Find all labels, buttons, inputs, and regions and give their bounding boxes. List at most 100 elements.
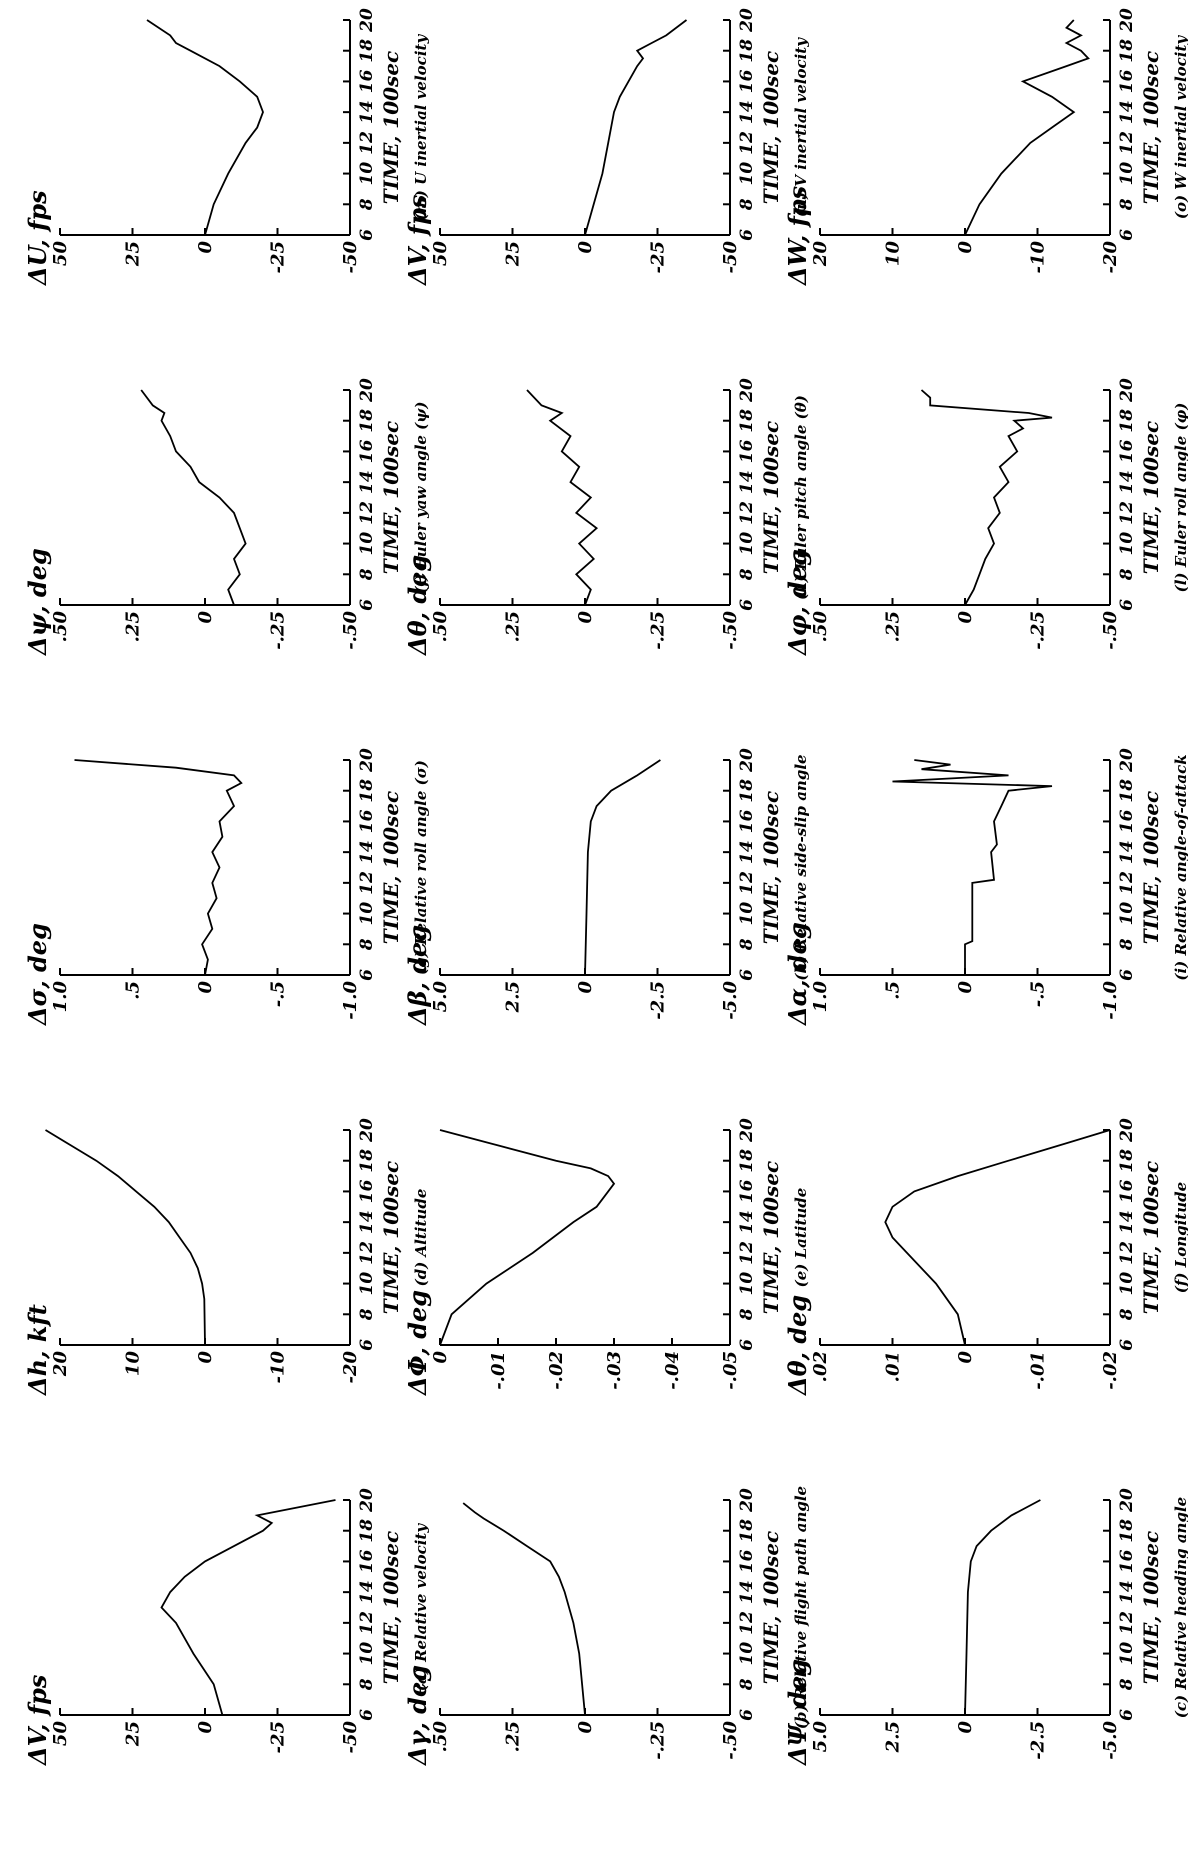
y-axis-title: Δh, kft — [23, 1304, 52, 1396]
y-tick-label: .50 — [430, 1721, 451, 1753]
x-tick-label: 6 — [357, 599, 377, 611]
y-tick-label: -.50 — [720, 1721, 741, 1760]
x-tick-label: 8 — [737, 568, 757, 581]
x-tick-label: 10 — [357, 162, 377, 186]
y-tick-label: -50 — [340, 241, 361, 274]
series-line-n-0 — [584, 19, 688, 236]
x-tick-label: 12 — [357, 1611, 377, 1635]
x-tick-label: 18 — [737, 39, 757, 63]
x-tick-label: 8 — [357, 1678, 377, 1691]
series-line-a-0 — [160, 1499, 336, 1716]
x-tick-label: 8 — [1117, 1678, 1137, 1691]
y-tick-label: -25 — [268, 1721, 289, 1754]
y-tick-label: 50 — [50, 1721, 71, 1747]
x-tick-label: 8 — [1117, 938, 1137, 951]
panel-caption: (m) U inertial velocity — [412, 34, 430, 221]
chart-panel-b: .50 .25 0 -.25 -.506 8 10 12 14 16 18 20 Δγ, deg TIME… — [403, 1486, 810, 1766]
y-axis-title: Δβ, deg — [403, 925, 432, 1026]
x-tick-label: 12 — [737, 131, 757, 155]
y-tick-label: 0 — [575, 611, 596, 624]
panel-caption: (c) Relative heading angle — [1172, 1497, 1188, 1718]
x-tick-label: 8 — [1117, 198, 1137, 211]
x-tick-label: 14 — [737, 470, 757, 494]
series-line-m-0 — [146, 19, 264, 236]
x-tick-label: 20 — [1117, 1118, 1137, 1143]
x-tick-label: 14 — [737, 840, 757, 864]
chart-panel-l: .50 .25 0 -.25 -.506 8 10 12 14 16 18 20 Δφ, deg TIME… — [783, 378, 1188, 656]
x-tick-label: 14 — [357, 470, 377, 494]
x-tick-label: 18 — [737, 779, 757, 803]
series-line-d-0 — [45, 1129, 206, 1346]
y-tick-label: -.5 — [1028, 981, 1049, 1007]
y-tick-label: 0 — [430, 1351, 451, 1364]
panel-caption: (o) W inertial velocity — [1172, 35, 1188, 220]
chart-panel-m: 50 25 0 -25 -506 8 10 12 14 16 18 20 ΔU, fps TIME, 10… — [23, 8, 430, 286]
y-tick-label: -.02 — [546, 1351, 567, 1390]
x-axis-title: TIME, 100sec — [379, 791, 403, 944]
series-line-o-0 — [964, 19, 1090, 236]
y-tick-label: .50 — [50, 611, 71, 643]
y-axis-title: Δψ, deg — [23, 548, 52, 656]
x-tick-label: 8 — [357, 198, 377, 211]
chart-panel-n: 50 25 0 -25 -506 8 10 12 14 16 18 20 ΔV, fps TIME, 10… — [403, 8, 810, 286]
y-tick-label: -1.0 — [340, 981, 361, 1020]
y-axis-title: Δφ, deg — [783, 549, 812, 656]
x-tick-label: 6 — [737, 969, 757, 981]
x-tick-label: 18 — [357, 409, 377, 433]
x-axis-title: TIME, 100sec — [759, 1161, 783, 1314]
x-tick-label: 14 — [1117, 1580, 1137, 1604]
y-tick-label: -25 — [268, 241, 289, 274]
y-tick-label: -20 — [1100, 241, 1121, 274]
x-tick-label: 14 — [1117, 1210, 1137, 1234]
y-axis-title: ΔV, fps — [23, 1674, 52, 1766]
x-tick-label: 6 — [357, 969, 377, 981]
y-tick-label: -50 — [720, 241, 741, 274]
y-tick-label: -5.0 — [720, 981, 741, 1020]
panel-caption: (h) Relative side-slip angle — [792, 754, 810, 980]
x-tick-label: 10 — [357, 902, 377, 926]
x-tick-label: 18 — [737, 409, 757, 433]
y-tick-label: .01 — [883, 1351, 904, 1382]
x-tick-label: 8 — [1117, 1308, 1137, 1321]
y-tick-label: -20 — [340, 1351, 361, 1384]
x-tick-label: 10 — [1117, 1272, 1137, 1296]
x-tick-label: 16 — [357, 1179, 377, 1203]
x-axis-title: TIME, 100sec — [379, 1531, 403, 1684]
y-axis-title: ΔΦ, deg — [403, 1290, 432, 1396]
x-tick-label: 8 — [737, 938, 757, 951]
x-tick-label: 10 — [1117, 1642, 1137, 1666]
x-tick-label: 10 — [1117, 162, 1137, 186]
y-tick-label: 0 — [955, 611, 976, 624]
y-tick-label: -50 — [340, 1721, 361, 1754]
y-axis-title: Δσ, deg — [23, 923, 52, 1026]
y-tick-label: 0 — [195, 611, 216, 624]
y-tick-label: -.25 — [1028, 611, 1049, 650]
x-axis-title: TIME, 100sec — [759, 1531, 783, 1684]
y-tick-label: .50 — [430, 611, 451, 643]
x-tick-label: 14 — [1117, 100, 1137, 124]
y-axis-title: Δγ, deg — [403, 1665, 432, 1766]
series-line-g-0 — [74, 759, 243, 976]
y-tick-label: 50 — [50, 241, 71, 267]
x-tick-label: 16 — [1117, 439, 1137, 463]
x-tick-label: 10 — [737, 902, 757, 926]
x-tick-label: 16 — [737, 69, 757, 93]
chart-panel-g: 1.0 .5 0 -.5 -1.06 8 10 12 14 16 18 20 Δσ, deg TIME, … — [23, 748, 430, 1026]
y-tick-label: -.25 — [648, 611, 669, 650]
x-tick-label: 16 — [1117, 809, 1137, 833]
x-tick-label: 20 — [1117, 748, 1137, 773]
panel-caption: (k) Euler pitch angle (θ) — [792, 395, 810, 600]
x-tick-label: 16 — [737, 439, 757, 463]
x-tick-label: 6 — [1117, 1709, 1137, 1721]
y-tick-label: 0 — [195, 1721, 216, 1734]
x-axis-title: TIME, 100sec — [379, 51, 403, 204]
x-axis-title: TIME, 100sec — [379, 421, 403, 574]
y-tick-label: .25 — [123, 611, 144, 642]
x-tick-label: 16 — [357, 1549, 377, 1573]
y-tick-label: -1.0 — [1100, 981, 1121, 1020]
x-tick-label: 14 — [737, 100, 757, 124]
y-tick-label: -.01 — [1028, 1351, 1049, 1390]
x-tick-label: 8 — [357, 1308, 377, 1321]
x-tick-label: 18 — [357, 779, 377, 803]
y-tick-label: 1.0 — [50, 981, 71, 1013]
